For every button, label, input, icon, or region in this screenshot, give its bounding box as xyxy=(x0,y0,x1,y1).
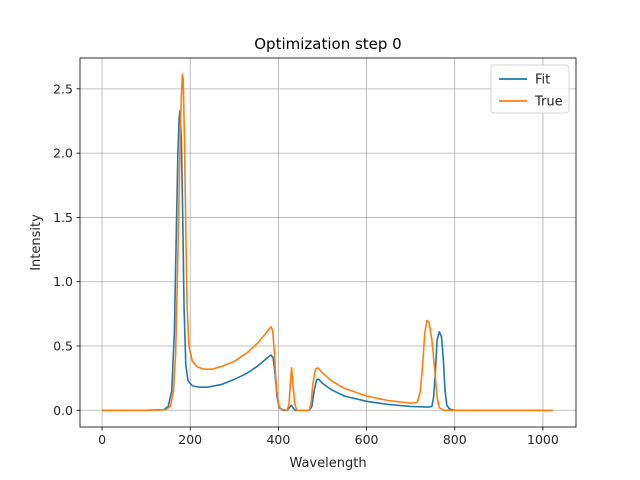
y-tick-label: 1.0 xyxy=(53,274,73,289)
grid xyxy=(80,58,576,427)
series-line-true xyxy=(102,73,554,412)
x-tick-label: 1000 xyxy=(527,432,559,447)
series-group xyxy=(102,73,554,412)
y-tick-label: 0.5 xyxy=(53,339,73,354)
x-tick-label: 600 xyxy=(355,432,379,447)
chart-title: Optimization step 0 xyxy=(254,35,401,53)
x-tick-label: 400 xyxy=(266,432,290,447)
legend-label-fit: Fit xyxy=(535,73,550,88)
y-tick-label: 1.5 xyxy=(53,210,73,225)
x-tick-label: 800 xyxy=(443,432,467,447)
y-tick-label: 2.5 xyxy=(53,81,73,96)
ticks: 0 200 400 600 800 1000 0.0 0.5 1.0 1.5 2.0 2.5 xyxy=(53,81,559,447)
y-axis-label: Intensity xyxy=(29,214,44,271)
x-axis-label: Wavelength xyxy=(289,456,366,471)
y-tick-label: 0.0 xyxy=(53,403,73,418)
y-tick-label: 2.0 xyxy=(53,146,73,161)
plot-frame xyxy=(79,57,577,428)
legend-label-true: True xyxy=(534,95,563,110)
legend: Fit True xyxy=(490,64,570,114)
x-tick-label: 200 xyxy=(178,432,202,447)
x-tick-label: 0 xyxy=(98,432,106,447)
